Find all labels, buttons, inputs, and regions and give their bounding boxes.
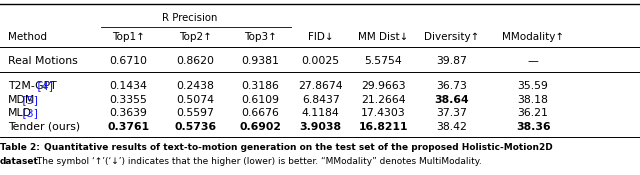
Text: 4.1184: 4.1184 (302, 108, 339, 118)
Text: [3]: [3] (19, 108, 38, 118)
Text: 0.1434: 0.1434 (109, 81, 148, 91)
Text: 0.2438: 0.2438 (176, 81, 214, 91)
Text: [5]: [5] (19, 95, 38, 105)
Text: MDM: MDM (8, 95, 35, 105)
Text: 0.3186: 0.3186 (241, 81, 280, 91)
Text: Diversity↑: Diversity↑ (424, 32, 479, 42)
Text: 38.42: 38.42 (436, 122, 467, 132)
Text: 29.9663: 29.9663 (361, 81, 406, 91)
Text: MLD: MLD (8, 108, 32, 118)
Text: 0.5736: 0.5736 (174, 122, 216, 132)
Text: 38.64: 38.64 (434, 95, 468, 105)
Text: 21.2664: 21.2664 (361, 95, 406, 105)
Text: 39.87: 39.87 (436, 56, 467, 66)
Text: 0.3355: 0.3355 (109, 95, 148, 105)
Text: R Precision: R Precision (162, 13, 217, 23)
Text: Top3↑: Top3↑ (244, 32, 277, 42)
Text: 0.6710: 0.6710 (109, 56, 148, 66)
Text: 0.6676: 0.6676 (241, 108, 280, 118)
Text: 27.8674: 27.8674 (298, 81, 343, 91)
Text: 3.9038: 3.9038 (300, 122, 342, 132)
Text: 35.59: 35.59 (518, 81, 548, 91)
Text: MModality↑: MModality↑ (502, 32, 564, 42)
Text: 0.5074: 0.5074 (176, 95, 214, 105)
Text: FID↓: FID↓ (308, 32, 333, 42)
Text: Tender (ours): Tender (ours) (8, 122, 80, 132)
Text: 38.18: 38.18 (518, 95, 548, 105)
Text: T2M-GPT: T2M-GPT (8, 81, 56, 91)
Text: 0.8620: 0.8620 (176, 56, 214, 66)
Text: 17.4303: 17.4303 (361, 108, 406, 118)
Text: [4]: [4] (34, 81, 52, 91)
Text: dataset.: dataset. (0, 157, 42, 166)
Text: Top2↑: Top2↑ (179, 32, 212, 42)
Text: Real Motions: Real Motions (8, 56, 77, 66)
Text: 37.37: 37.37 (436, 108, 467, 118)
Text: 0.3639: 0.3639 (109, 108, 148, 118)
Text: 0.0025: 0.0025 (301, 56, 340, 66)
Text: 38.36: 38.36 (516, 122, 550, 132)
Text: 0.3761: 0.3761 (108, 122, 150, 132)
Text: Table 2:: Table 2: (0, 143, 43, 152)
Text: —: — (528, 56, 538, 66)
Text: 6.8437: 6.8437 (302, 95, 339, 105)
Text: 16.8211: 16.8211 (358, 122, 408, 132)
Text: 0.5597: 0.5597 (176, 108, 214, 118)
Text: 0.9381: 0.9381 (241, 56, 280, 66)
Text: Top1↑: Top1↑ (112, 32, 145, 42)
Text: MM Dist↓: MM Dist↓ (358, 32, 408, 42)
Text: The symbol ‘↑’(‘↓’) indicates that the higher (lower) is better. “MModality” den: The symbol ‘↑’(‘↓’) indicates that the h… (34, 157, 482, 166)
Text: 0.6902: 0.6902 (239, 122, 282, 132)
Text: 36.21: 36.21 (518, 108, 548, 118)
Text: 0.6109: 0.6109 (241, 95, 280, 105)
Text: Quantitative results of text-to-motion generation on the test set of the propose: Quantitative results of text-to-motion g… (44, 143, 552, 152)
Text: 36.73: 36.73 (436, 81, 467, 91)
Text: 5.5754: 5.5754 (365, 56, 402, 66)
Text: Method: Method (8, 32, 47, 42)
